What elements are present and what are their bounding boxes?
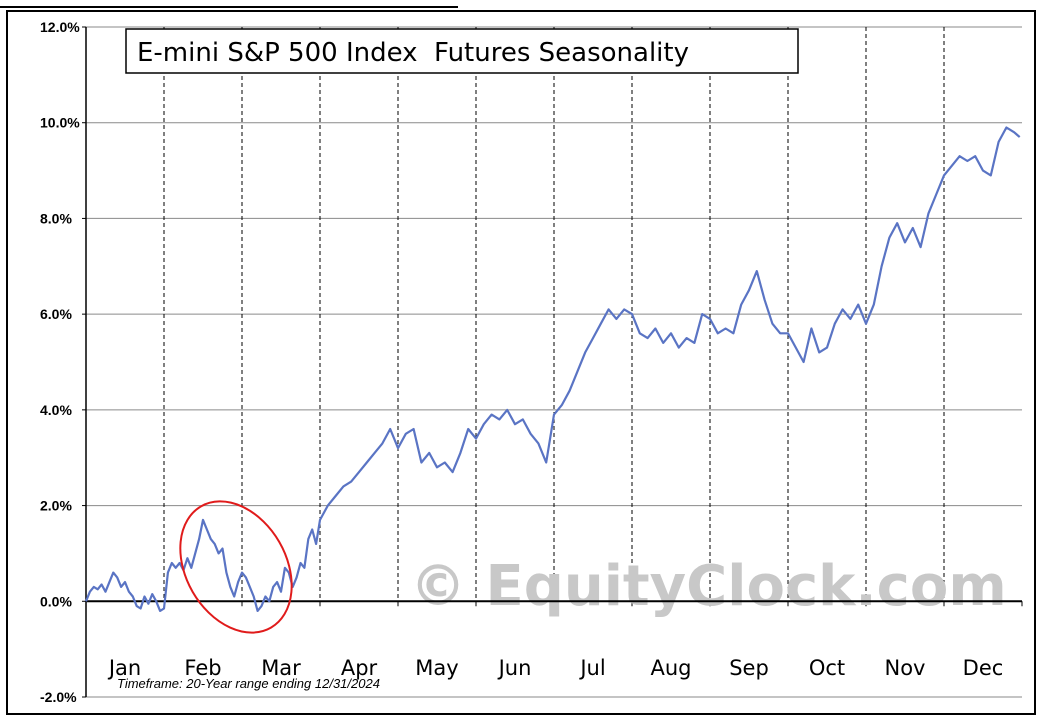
month-label: May <box>415 656 458 680</box>
month-label: Feb <box>184 656 221 680</box>
chart-title: E-mini S&P 500 Index Futures Seasonality <box>137 38 689 68</box>
month-label: Mar <box>261 656 301 680</box>
chart-frame <box>6 10 1036 715</box>
y-tick-label: 0.0% <box>40 593 72 609</box>
highlight-ellipse <box>179 500 293 634</box>
month-label: Apr <box>341 656 378 680</box>
y-tick-label: 4.0% <box>40 402 72 418</box>
month-label: Nov <box>885 656 926 680</box>
y-tick-label: 12.0% <box>40 19 80 35</box>
month-label: Oct <box>809 656 845 680</box>
month-label: Sep <box>729 656 769 680</box>
month-label: Jun <box>497 656 532 680</box>
y-tick-label: 2.0% <box>40 498 72 514</box>
top-divider <box>0 6 458 8</box>
y-tick-label: 6.0% <box>40 306 72 322</box>
month-labels: Jan Feb Mar Apr May Jun Jul Aug Sep Oct Nov Dec <box>107 656 1004 680</box>
y-tick-label: 8.0% <box>40 210 72 226</box>
month-label: Jul <box>578 656 605 680</box>
month-label: Dec <box>963 656 1004 680</box>
y-tick-label: 10.0% <box>40 115 80 131</box>
series-layer <box>84 126 1021 613</box>
month-label: Jan <box>107 656 141 680</box>
y-axis-ticks: 12.0% 10.0% 8.0% 6.0% 4.0% 2.0% 0.0% -2.0% <box>40 19 86 705</box>
timeframe-label: Timeframe: 20-Year range ending 12/31/20… <box>117 676 380 691</box>
watermark: © EquityClock.com <box>410 554 1007 619</box>
seasonality-line <box>84 126 1021 613</box>
month-label: Aug <box>650 656 691 680</box>
title-box <box>125 28 799 74</box>
y-tick-label: -2.0% <box>40 689 77 705</box>
